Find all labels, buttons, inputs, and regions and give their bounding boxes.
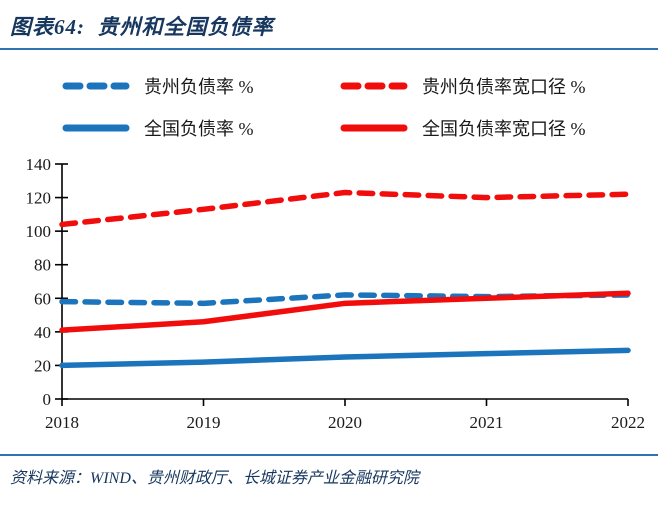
footer-divider [0,454,658,456]
y-tick-label: 60 [34,289,51,308]
x-tick-label: 2018 [45,413,79,432]
y-tick-label: 100 [26,222,52,241]
page-title: 图表64: 贵州和全国负债率 [10,15,274,39]
legend-label: 全国负债率 % [144,119,254,139]
y-tick-label: 80 [34,256,51,275]
x-tick-label: 2020 [328,413,362,432]
y-tick-label: 120 [26,189,52,208]
y-tick-label: 140 [26,155,52,174]
legend-label: 贵州负债率 % [144,77,254,97]
y-tick-label: 0 [43,390,52,409]
x-tick-label: 2022 [611,413,645,432]
source-note: 资料来源：WIND、贵州财政厅、长城证券产业金融研究院 [10,470,419,487]
dashed-line-icon [62,82,130,90]
legend-item-guizhou-debt-broad: 贵州负债率宽口径 % [340,72,658,100]
y-tick-label: 40 [34,323,51,342]
x-tick-label: 2021 [470,413,504,432]
solid-line-icon [340,124,408,132]
header-divider [0,48,658,50]
series-line-1-dashed [59,189,631,228]
legend-item-guizhou-debt: 贵州负债率 % [62,72,340,100]
legend-label: 贵州负债率宽口径 % [422,77,586,97]
x-tick-label: 2019 [187,413,221,432]
debt-ratio-line-chart: 0 20 40 60 80 100 120 140 2018 2019 2020 2021 2022 [26,155,646,432]
legend-item-national-debt: 全国负债率 % [62,114,340,142]
series-line-2-solid [59,347,631,369]
legend-item-national-debt-broad: 全国负债率宽口径 % [340,114,658,142]
dashed-line-icon [340,82,408,90]
chart-legend: 贵州负债率 % 贵州负债率宽口径 % 全国负债率 % 全国负债率宽口径 % [0,50,658,142]
solid-line-icon [62,124,130,132]
y-tick-label: 20 [34,356,51,375]
series-line-3-solid [59,290,631,333]
legend-label: 全国负债率宽口径 % [422,119,586,139]
